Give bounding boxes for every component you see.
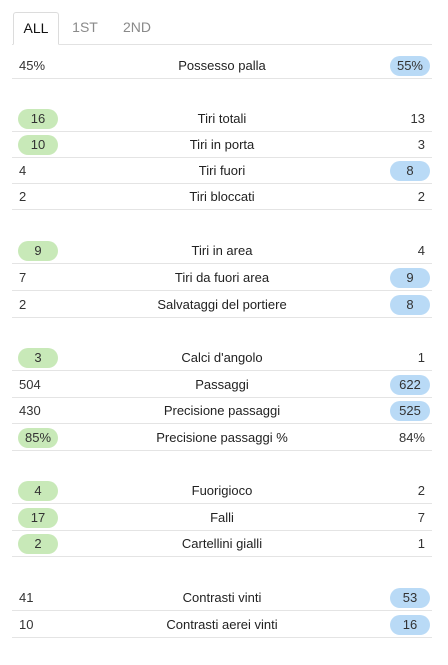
away-value: 55% — [389, 56, 430, 76]
stat-row-shots-on-target: 10 Tiri in porta 3 — [12, 132, 432, 158]
away-value: 3 — [417, 137, 425, 152]
away-value: 2 — [417, 189, 425, 204]
home-value: 4 — [19, 163, 27, 178]
stat-label: Cartellini gialli — [181, 536, 263, 551]
away-value: 1 — [417, 536, 425, 551]
away-value: 53 — [390, 588, 430, 608]
stat-label: Tiri bloccati — [189, 189, 255, 204]
stat-label: Possesso palla — [178, 58, 266, 73]
stat-label: Calci d'angolo — [181, 350, 263, 365]
home-value: 3 — [18, 348, 58, 368]
away-value: 16 — [390, 615, 430, 635]
stat-label: Tiri in porta — [189, 137, 255, 152]
stat-label: Salvataggi del portiere — [157, 297, 287, 312]
home-value: 7 — [19, 270, 27, 285]
home-value: 10 — [18, 135, 58, 155]
stat-label: Passaggi — [195, 377, 249, 392]
away-value: 1 — [417, 350, 425, 365]
period-tabs: ALL 1ST 2ND — [12, 12, 432, 45]
stat-label: Tiri fuori — [198, 163, 246, 178]
home-value: 504 — [19, 377, 41, 392]
home-value: 2 — [19, 189, 27, 204]
stat-label: Contrasti vinti — [182, 590, 262, 605]
home-value: 9 — [18, 241, 58, 261]
stat-row-total-shots: 16 Tiri totali 13 — [12, 106, 432, 132]
away-value: 84% — [398, 430, 425, 445]
stat-row-offsides: 4 Fuorigioco 2 — [12, 478, 432, 504]
stat-row-passes: 504 Passaggi 622 — [12, 372, 432, 398]
home-value: 4 — [18, 481, 58, 501]
stat-row-yellow-cards: 2 Cartellini gialli 1 — [12, 531, 432, 557]
tab-1st[interactable]: 1ST — [72, 19, 98, 35]
stat-row-shots-off-target: 4 Tiri fuori 8 — [12, 158, 432, 184]
away-value: 13 — [410, 111, 425, 126]
away-value: 8 — [390, 295, 430, 315]
stat-row-pass-accuracy: 85% Precisione passaggi % 84% — [12, 425, 432, 451]
stat-row-aerial-duels-won: 10 Contrasti aerei vinti 16 — [12, 612, 432, 638]
stat-row-possession: 45% Possesso palla 55% — [12, 53, 432, 79]
away-value: 525 — [390, 401, 430, 421]
stat-label: Precisione passaggi — [163, 403, 281, 418]
stat-label: Fuorigioco — [191, 483, 253, 498]
stat-label: Falli — [210, 510, 234, 525]
stat-row-shots-inside-box: 9 Tiri in area 4 — [12, 238, 432, 264]
stat-row-blocked-shots: 2 Tiri bloccati 2 — [12, 184, 432, 210]
away-value: 9 — [390, 268, 430, 288]
stat-label: Tiri da fuori area — [174, 270, 270, 285]
stat-row-corners: 3 Calci d'angolo 1 — [12, 345, 432, 371]
tab-all[interactable]: ALL — [13, 12, 59, 45]
home-value: 16 — [18, 109, 58, 129]
stat-row-goalkeeper-saves: 2 Salvataggi del portiere 8 — [12, 292, 432, 318]
stat-label: Tiri totali — [197, 111, 247, 126]
home-value: 2 — [19, 297, 27, 312]
away-value: 7 — [417, 510, 425, 525]
home-value: 10 — [19, 617, 34, 632]
stat-label: Tiri in area — [191, 243, 253, 258]
home-value: 45% — [19, 58, 46, 73]
away-value: 622 — [390, 375, 430, 395]
home-value: 41 — [19, 590, 34, 605]
stat-row-tackles-won: 41 Contrasti vinti 53 — [12, 585, 432, 611]
home-value: 2 — [18, 534, 58, 554]
stat-label: Contrasti aerei vinti — [166, 617, 278, 632]
away-value: 8 — [390, 161, 430, 181]
stat-row-accurate-passes: 430 Precisione passaggi 525 — [12, 398, 432, 424]
away-value: 4 — [417, 243, 425, 258]
tab-2nd[interactable]: 2ND — [122, 19, 151, 35]
stat-row-fouls: 17 Falli 7 — [12, 505, 432, 531]
home-value: 430 — [19, 403, 41, 418]
stat-label: Precisione passaggi % — [156, 430, 288, 445]
stat-row-shots-outside-box: 7 Tiri da fuori area 9 — [12, 265, 432, 291]
away-value: 2 — [417, 483, 425, 498]
home-value: 17 — [18, 508, 58, 528]
home-value: 85% — [18, 428, 59, 448]
